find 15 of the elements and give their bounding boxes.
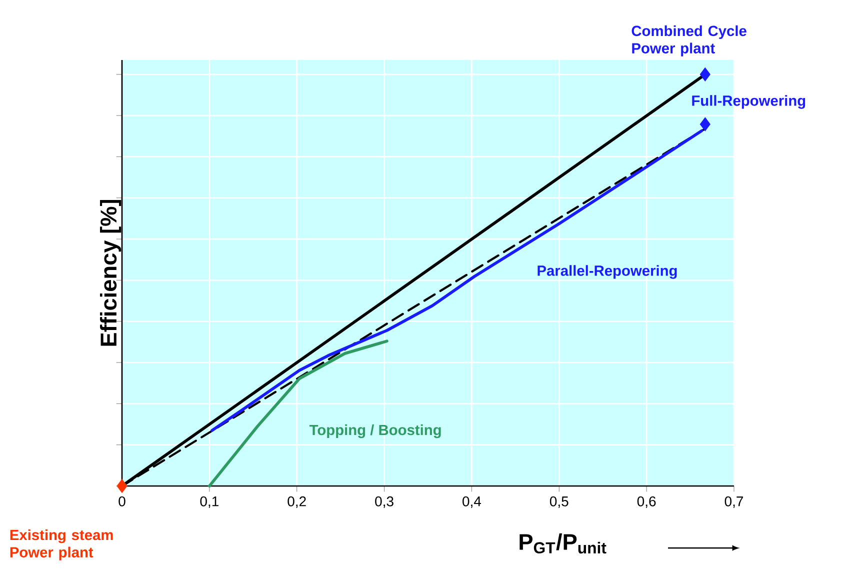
x-tick-label: 0,1: [200, 496, 218, 508]
text: Topping / Boosting: [309, 424, 441, 438]
x-tick-label: 0,3: [375, 496, 394, 508]
text: P$_{GT}$/P$_{unit}$: [520, 533, 606, 554]
x-tick-label: 0,5: [550, 496, 568, 508]
x-tick-label: 0,6: [637, 496, 656, 508]
x-tick-label: 0,4: [462, 496, 482, 508]
x-tick-label: 0,2: [288, 496, 306, 508]
series-label: Full-Repowering: [692, 95, 806, 109]
text: Existing steam Power plant: [10, 529, 113, 560]
series-label: Parallel-Repowering: [538, 265, 677, 279]
x-tick-label: 0: [118, 496, 126, 506]
x-tick-label: 0,7: [724, 496, 744, 508]
y-axis-title: Efficiency [%]: [100, 200, 122, 346]
text: Combined Cycle Power plant: [632, 25, 746, 56]
